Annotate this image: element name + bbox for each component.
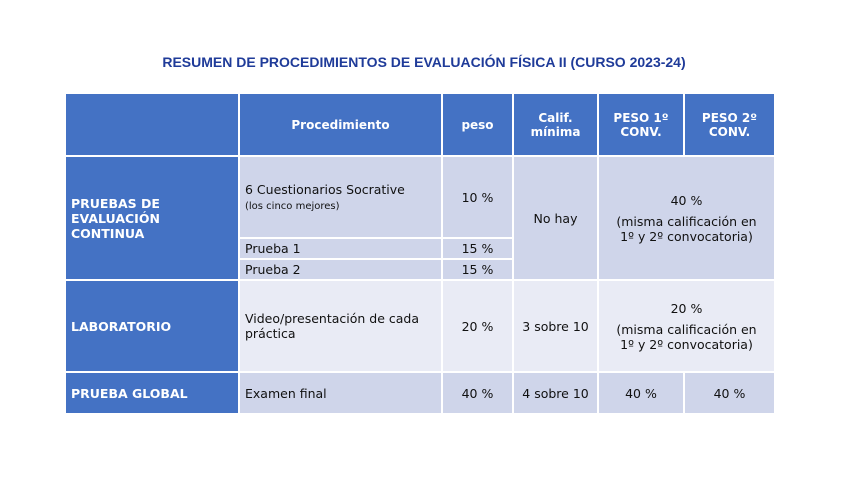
weight: 40 %	[441, 371, 514, 415]
header-cell	[64, 92, 240, 157]
procedure: Examen final	[238, 371, 443, 415]
procedure: Prueba 2	[238, 258, 443, 281]
header-cell: Procedimiento	[238, 92, 443, 157]
procedure-text: 6 Cuestionarios Socrative	[245, 182, 405, 197]
weight: 20 %	[441, 279, 514, 373]
min-grade: 4 sobre 10	[512, 371, 599, 415]
header-row: Procedimiento peso Calif. mínima PESO 1º…	[64, 92, 776, 157]
conv-value: 40 %	[670, 192, 703, 208]
weight: 15 %	[441, 237, 514, 260]
summary-table: Procedimiento peso Calif. mínima PESO 1º…	[64, 92, 776, 415]
weight: 15 %	[441, 258, 514, 281]
header-cell: PESO 2º CONV.	[683, 92, 776, 157]
procedure-note: (los cinco mejores)	[245, 201, 340, 212]
row: LABORATORIO Video/presentación de cada p…	[64, 279, 776, 373]
section-name: LABORATORIO	[64, 279, 240, 373]
procedure: 6 Cuestionarios Socrative (los cinco mejo…	[238, 155, 443, 239]
header-cell: PESO 1º CONV.	[597, 92, 685, 157]
conv-value: 20 %	[670, 300, 703, 316]
min-grade: 3 sobre 10	[512, 279, 599, 373]
conv-note: (misma calificación en 1º y 2º convocato…	[616, 213, 757, 244]
section-name: PRUEBAS DE EVALUACIÓN CONTINUA	[64, 155, 240, 281]
row: Prueba 1 15 %	[65, 237, 775, 260]
header-cell: Calif. mínima	[512, 92, 599, 157]
weight: 10 %	[441, 155, 514, 239]
row: PRUEBA GLOBAL Examen final 40 % 4 sobre …	[64, 371, 776, 415]
conv-weight: 40 % (misma calificación en 1º y 2º convo…	[597, 155, 776, 281]
section-name: PRUEBA GLOBAL	[64, 371, 240, 415]
procedure: Prueba 1	[238, 237, 443, 260]
header-cell: peso	[441, 92, 514, 157]
row: PRUEBAS DE EVALUACIÓN CONTINUA 6 Cuestio…	[64, 155, 776, 281]
min-grade: No hay	[512, 155, 599, 281]
row: Prueba 2 15 %	[65, 258, 775, 281]
conv1-weight: 40 %	[597, 371, 685, 415]
conv-note: (misma calificación en 1º y 2º convocato…	[616, 321, 757, 352]
conv2-weight: 40 %	[683, 371, 776, 415]
procedure: Video/presentación de cada práctica	[238, 279, 443, 373]
conv-weight: 20 % (misma calificación en 1º y 2º convo…	[597, 279, 776, 373]
title: RESUMEN DE PROCEDIMIENTOS DE EVALUACIÓN …	[162, 54, 686, 70]
